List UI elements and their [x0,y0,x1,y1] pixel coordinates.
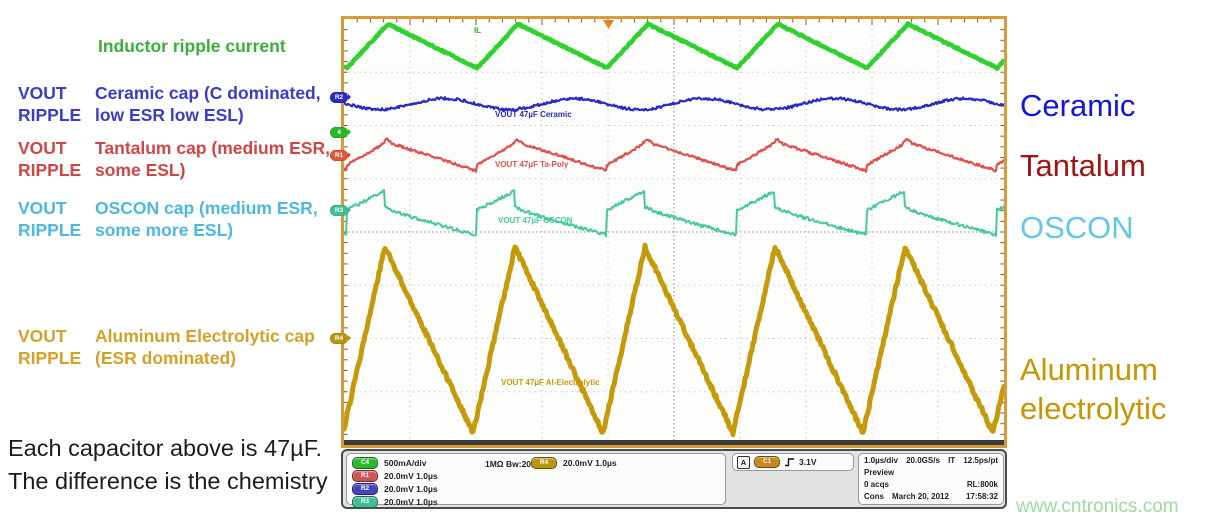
channel-row-r3: R3 20.0mV 1.0µs [352,496,438,508]
trigger-position-icon [603,20,614,29]
channel-marker-ch4: 4 [330,127,351,138]
vout-ripple-label: VOUT RIPPLE [18,138,82,180]
vout-ripple-label: VOUT RIPPLE [18,83,82,125]
channel-marker-r1: R1 [330,150,351,161]
cap-description: Ceramic cap (C dominated, low ESR low ESL… [95,83,321,125]
channel-marker-r4: R4 [330,333,351,344]
vout-ripple-label: VOUT RIPPLE [18,198,82,240]
timebase-row1: 1.0µs/div 20.0GS/s IT 12.5ps/pt [864,456,998,465]
input-impedance-text: 1MΩ Bw:20.0M [485,459,546,469]
channel-row-r2: R2 20.0mV 1.0µs [352,483,438,495]
trigger-source-badge: C1 [754,456,780,468]
oscilloscope-screen [344,19,1004,445]
cap-description: Aluminum Electrolytic cap (ESR dominated) [95,326,315,368]
marker-arrow-icon [348,129,351,135]
marker-arrow-icon [348,335,351,341]
marker-arrow-icon [348,94,351,100]
rising-edge-icon [785,458,794,467]
cap-description: Tantalum cap (medium ESR, some ESL) [95,138,330,180]
trace-label-il: IL [474,26,482,35]
trace-label-tapoly: VOUT 47µF Ta-Poly [495,160,569,169]
inductor-ripple-label: Inductor ripple current [98,36,286,56]
screen-bottom-strip [344,440,1004,445]
timebase-row4: Cons March 20, 2012 17:58:32 [864,492,998,501]
channel-badge-r3: R3 [352,496,378,508]
footnote: Each capacitor above is 47µF. The differ… [8,432,328,498]
channel-marker-r2: R2 [330,92,351,103]
waveform-trace-3 [344,189,1004,238]
marker-arrow-icon [348,152,351,158]
footnote-line2: The difference is the chemistry [8,468,328,494]
waveform-trace-2 [344,137,1004,173]
trace-label-oscon: VOUT 47µF OSCON [498,216,573,225]
waveform-trace-0 [344,21,1004,71]
footnote-line1: Each capacitor above is 47µF. [8,435,322,461]
timebase-row3: 0 acqs RL:800k [864,480,998,489]
cap-description: OSCON cap (medium ESR, some more ESL) [95,198,318,240]
vout-ripple-label: VOUT RIPPLE [18,326,82,368]
channel-row-r1: R1 20.0mV 1.0µs [352,470,438,482]
annotation-row-oscon: VOUT RIPPLE OSCON cap (medium ESR, some mo… [18,197,318,241]
waveform-trace-4 [344,242,1004,437]
right-label-oscon: OSCON [1020,210,1134,245]
right-label-aluminum: Aluminum [1020,352,1158,387]
annotation-row-aluminum: VOUT RIPPLE Aluminum Electrolytic cap (ESR… [18,325,315,369]
channel-badge-r2: R2 [352,483,378,495]
channel-badge-r1: R1 [352,470,378,482]
timebase-box: 1.0µs/div 20.0GS/s IT 12.5ps/pt Preview … [858,453,1004,505]
trigger-level: 3.1V [799,457,817,467]
trace-label-ceramic: VOUT 47µF Ceramic [495,110,572,119]
watermark: www.cntronics.com [1016,496,1179,517]
trace-label-alelectrolytic: VOUT 47µF Al-Electrolytic [501,378,600,387]
marker-arrow-icon [348,207,351,213]
channel-settings-box: C4 500mA/div 1MΩ Bw:20.0M R4 20.0mV 1.0µ… [346,453,726,508]
channel-badge-r4: R4 [531,457,557,469]
timebase-row2: Preview [864,468,895,477]
annotation-row-ceramic: VOUT RIPPLE Ceramic cap (C dominated, low … [18,82,321,126]
channel-row-r4: R4 20.0mV 1.0µs [531,457,617,469]
right-label-electrolytic: electrolytic [1020,391,1167,426]
right-label-ceramic: Ceramic [1020,88,1136,123]
channel-marker-r3: R3 [330,205,351,216]
channel-row-c4: C4 500mA/div [352,457,427,469]
waveform-trace-1 [344,96,1004,112]
right-label-tantalum: Tantalum [1020,148,1146,183]
channel-badge-c4: C4 [352,457,378,469]
trigger-settings-box: A C1 3.1V [732,453,854,471]
trigger-mode-badge: A [737,455,750,469]
scope-status-panel: C4 500mA/div 1MΩ Bw:20.0M R4 20.0mV 1.0µ… [341,449,1007,509]
annotation-row-tantalum: VOUT RIPPLE Tantalum cap (medium ESR, some… [18,137,330,181]
